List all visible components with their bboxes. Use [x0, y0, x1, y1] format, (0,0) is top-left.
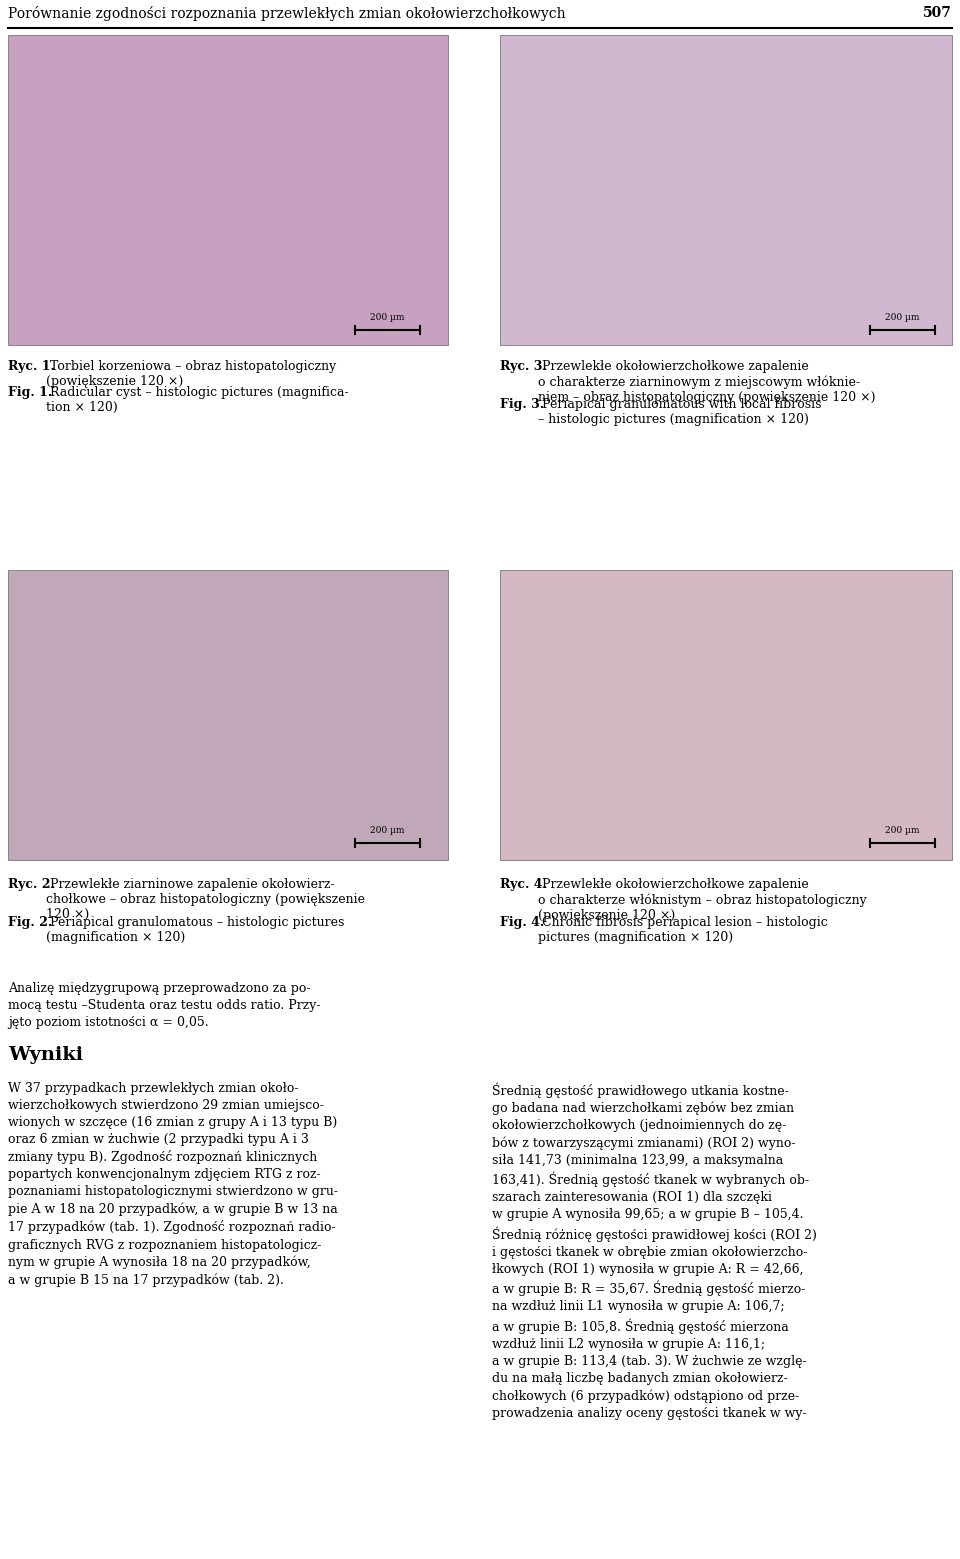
Text: Fig. 2.: Fig. 2. [8, 917, 52, 929]
Text: 200 µm: 200 µm [371, 313, 405, 323]
Text: Periapical granulomatous – histologic pictures
(magnification × 120): Periapical granulomatous – histologic pi… [46, 917, 345, 945]
Text: Ryc. 1.: Ryc. 1. [8, 360, 55, 373]
Text: Ryc. 3.: Ryc. 3. [500, 360, 547, 373]
Text: Ryc. 4.: Ryc. 4. [500, 878, 547, 892]
Text: 200 µm: 200 µm [371, 826, 405, 836]
Text: 200 µm: 200 µm [885, 313, 920, 323]
Text: Torbiel korzeniowa – obraz histopatologiczny
(powiększenie 120 ×): Torbiel korzeniowa – obraz histopatologi… [46, 360, 336, 388]
Text: Analizę międzygrupową przeprowadzono za po-
mocą testu –Studenta oraz testu odds: Analizę międzygrupową przeprowadzono za … [8, 982, 321, 1029]
Text: Porównanie zgodności rozpoznania przewlekłych zmian okołowierzchołkowych: Porównanie zgodności rozpoznania przewle… [8, 6, 565, 20]
Text: Periapical granulomatous with local fibrosis
– histologic pictures (magnificatio: Periapical granulomatous with local fibr… [538, 398, 822, 426]
Text: Średnią gęstość prawidłowego utkania kostne-
go badana nad wierzchołkami zębów b: Średnią gęstość prawidłowego utkania kos… [492, 1082, 817, 1420]
Text: Fig. 4.: Fig. 4. [500, 917, 544, 929]
Bar [500, 34, 952, 345]
Text: Przewlekłe okołowierzchołkowe zapalenie
o charakterze ziarninowym z miejscowym w: Przewlekłe okołowierzchołkowe zapalenie … [538, 360, 876, 404]
Bar [8, 34, 448, 345]
Text: Ryc. 2.: Ryc. 2. [8, 878, 55, 892]
Text: Wyniki: Wyniki [8, 1046, 84, 1063]
Bar [500, 571, 952, 861]
Text: Chronic fibrosis periapical lesion – histologic
pictures (magnification × 120): Chronic fibrosis periapical lesion – his… [538, 917, 828, 945]
Text: Fig. 3.: Fig. 3. [500, 398, 544, 412]
Bar [8, 571, 448, 861]
Text: Radicular cyst – histologic pictures (magnifica-
tion × 120): Radicular cyst – histologic pictures (ma… [46, 387, 348, 415]
Text: Przewlekłe ziarninowe zapalenie okołowierz-
chołkowe – obraz histopatologiczny (: Przewlekłe ziarninowe zapalenie okołowie… [46, 878, 365, 921]
Text: 200 µm: 200 µm [885, 826, 920, 836]
Text: Przewlekłe okołowierzchołkowe zapalenie
o charakterze włóknistym – obraz histopa: Przewlekłe okołowierzchołkowe zapalenie … [538, 878, 867, 921]
Text: W 37 przypadkach przewlekłych zmian około-
wierzchołkowych stwierdzono 29 zmian : W 37 przypadkach przewlekłych zmian okoł… [8, 1082, 338, 1286]
Text: Fig. 1.: Fig. 1. [8, 387, 52, 399]
Text: 507: 507 [924, 6, 952, 20]
